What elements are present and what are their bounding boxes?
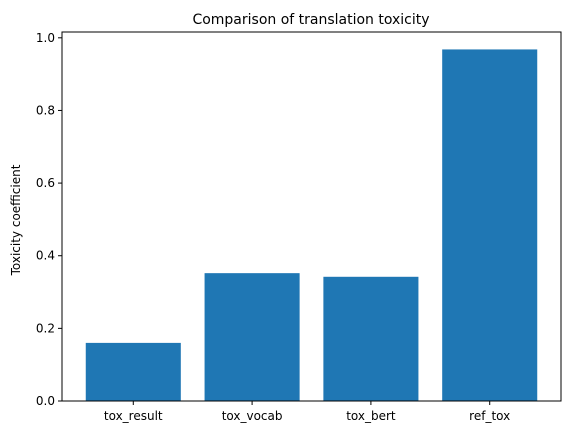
y-tick-label: 1.0 [36, 31, 55, 45]
x-axis-ticks: tox_result tox_vocab tox_bert ref_tox [104, 401, 510, 423]
bars-layer [85, 49, 538, 401]
x-tick-label: tox_vocab [222, 409, 283, 423]
chart-title: Comparison of translation toxicity [192, 12, 429, 28]
bar-ref_tox [442, 49, 538, 401]
y-axis-ticks: 0.0 0.2 0.4 0.6 0.8 1.0 [36, 31, 62, 408]
plot-frame [61, 31, 562, 402]
y-tick-label: 0.4 [36, 249, 55, 263]
x-tick-label: tox_result [104, 409, 163, 423]
y-tick-label: 0.2 [36, 321, 55, 335]
x-tick-label: ref_tox [469, 409, 510, 423]
y-axis-label: Toxicity coefficient [9, 164, 23, 276]
y-tick-label: 0.0 [36, 394, 55, 408]
bar-tox_result [85, 342, 181, 401]
y-tick-label: 0.6 [36, 176, 55, 190]
bar-tox_bert [323, 276, 419, 401]
x-tick-label: tox_bert [346, 409, 396, 423]
y-tick-label: 0.8 [36, 103, 55, 117]
bar-tox_vocab [204, 273, 300, 401]
